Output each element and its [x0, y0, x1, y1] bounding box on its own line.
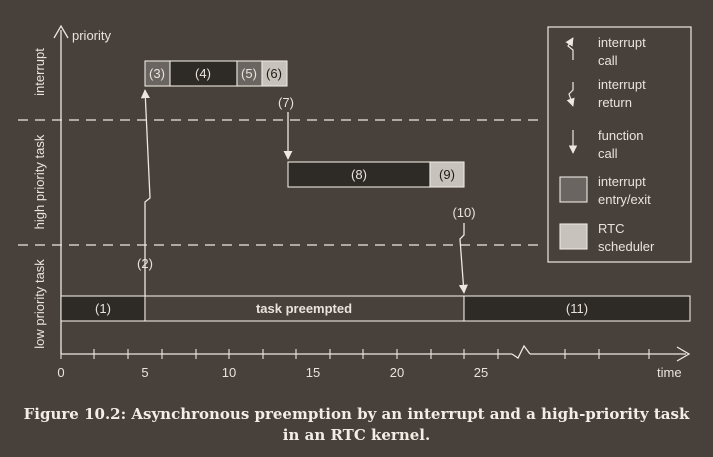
preemption-diagram: priority time 0 5 10 15 20 25 interrupt …: [18, 24, 692, 380]
legend-entry-exit-line-2: entry/exit: [598, 192, 651, 207]
x-tick-label: 15: [306, 365, 320, 380]
x-axis-arrowhead: [676, 346, 691, 362]
segment-preempted-label: task preempted: [256, 301, 352, 316]
legend-function-call-line-1: function: [598, 128, 644, 143]
legend-scheduler-swatch: [559, 223, 588, 250]
high-priority-task-bar: (8) (9): [287, 161, 465, 188]
legend-interrupt-call-line-1: interrupt: [598, 35, 646, 50]
x-axis-break: [511, 344, 531, 359]
interrupt-bar: (3) (4) (5) (6): [144, 60, 288, 87]
segment-3: [144, 60, 171, 87]
legend-frame: [547, 26, 692, 263]
legend-entry-exit-line-1: interrupt: [598, 174, 646, 189]
event-2-label: (2): [137, 256, 153, 271]
segment-5-label: (5): [241, 66, 257, 81]
segment-3-label: (3): [149, 66, 165, 81]
segment-6: [261, 60, 288, 87]
segment-8: [287, 161, 431, 188]
event-7-label: (7): [278, 95, 294, 110]
legend-interrupt-return-line-2: return: [598, 95, 632, 110]
x-tick-label: 20: [390, 365, 404, 380]
segment-6-label: (6): [266, 66, 282, 81]
segment-5: [236, 60, 263, 87]
legend-interrupt-call-icon: [565, 37, 574, 60]
x-tick-label: 0: [57, 365, 64, 380]
legend-function-call-line-2: call: [598, 146, 618, 161]
segment-9-label: (9): [439, 167, 455, 182]
legend-interrupt-return-icon: [566, 82, 575, 107]
figure-caption: Figure 10.2: Asynchronous preemption by …: [0, 404, 713, 446]
legend-scheduler-line-2: scheduler: [598, 239, 655, 254]
x-tick-label: 5: [141, 365, 148, 380]
segment-1: [60, 295, 146, 322]
event-10-label: (10): [452, 205, 475, 220]
level-label-low-priority: low priority task: [32, 259, 47, 349]
x-tick-label: 25: [474, 365, 488, 380]
low-priority-task-bar: (1) task preempted (11): [60, 295, 691, 322]
segment-11: [463, 295, 691, 322]
segment-11-label: (11): [566, 301, 588, 316]
caption-line-1: Figure 10.2: Asynchronous preemption by …: [23, 405, 690, 423]
x-axis-label: time: [657, 365, 682, 380]
segment-4-label: (4): [195, 66, 211, 81]
level-label-interrupt: interrupt: [32, 48, 47, 96]
interrupt-call-arrow: [140, 89, 151, 296]
legend-entry-exit-swatch: [559, 176, 588, 203]
segment-9: [429, 161, 465, 188]
segment-1-label: (1): [95, 301, 111, 316]
caption-line-2: in an RTC kernel.: [282, 426, 431, 444]
legend-scheduler-line-1: RTC: [598, 221, 624, 236]
y-axis-label: priority: [72, 28, 112, 43]
legend-interrupt-return-line-1: interrupt: [598, 77, 646, 92]
interrupt-return-arrow: [458, 223, 468, 294]
legend: interrupt call interrupt return function…: [547, 26, 692, 263]
segment-4: [169, 60, 238, 87]
level-label-high-priority: high priority task: [32, 134, 47, 229]
legend-interrupt-call-line-2: call: [598, 53, 618, 68]
y-axis-arrowhead: [53, 24, 69, 39]
x-tick-label: 10: [222, 365, 236, 380]
segment-8-label: (8): [351, 167, 367, 182]
segment-task-preempted: [144, 295, 465, 322]
